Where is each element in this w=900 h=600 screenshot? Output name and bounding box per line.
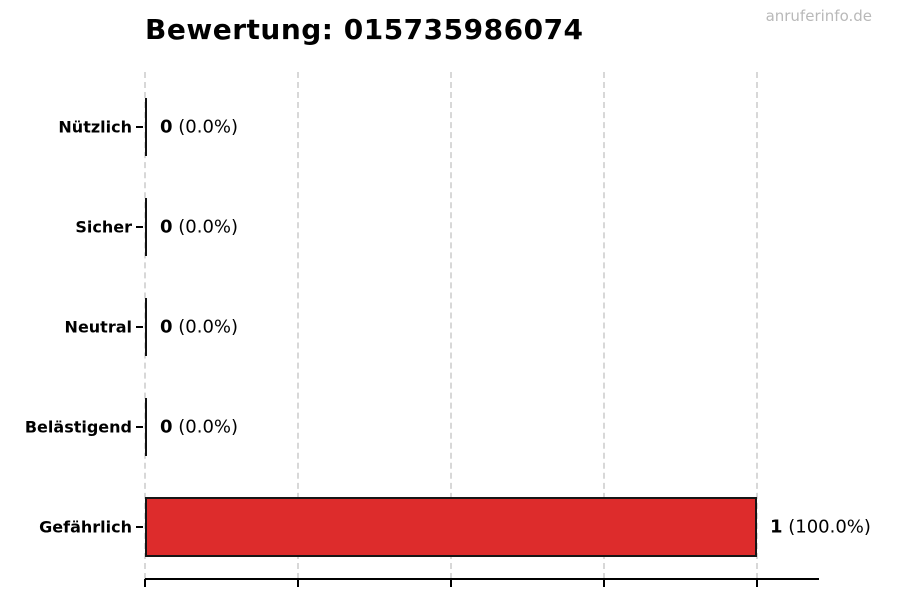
category-label: Sicher bbox=[75, 217, 132, 237]
x-axis-tick bbox=[450, 579, 452, 587]
chart-title: Bewertung: 015735986074 bbox=[145, 13, 584, 46]
gridline bbox=[297, 72, 299, 579]
gridline bbox=[603, 72, 605, 579]
bar-gefaehrlich bbox=[145, 497, 757, 557]
value-label: 1 (100.0%) bbox=[770, 516, 871, 538]
y-axis-tick bbox=[136, 126, 143, 128]
chart-row-belaestigend: Belästigend 0 (0.0%) bbox=[0, 377, 900, 477]
y-axis-tick bbox=[136, 226, 143, 228]
bar-nuetzlich bbox=[145, 98, 147, 156]
bar-sicher bbox=[145, 198, 147, 256]
x-axis-tick bbox=[756, 579, 758, 587]
x-axis-tick bbox=[297, 579, 299, 587]
chart-row-nuetzlich: Nützlich 0 (0.0%) bbox=[0, 77, 900, 177]
x-axis-tick bbox=[603, 579, 605, 587]
value-label: 0 (0.0%) bbox=[160, 416, 239, 438]
value-label: 0 (0.0%) bbox=[160, 216, 239, 238]
category-label: Gefährlich bbox=[39, 517, 132, 537]
bar-neutral bbox=[145, 298, 147, 356]
x-axis-tick bbox=[144, 579, 146, 587]
y-axis-tick bbox=[136, 426, 143, 428]
category-label: Neutral bbox=[64, 317, 132, 337]
watermark-anruferinfo: anruferinfo.de bbox=[765, 7, 872, 25]
category-label: Nützlich bbox=[58, 117, 132, 137]
chart-row-gefaehrlich: Gefährlich 1 (100.0%) bbox=[0, 477, 900, 577]
gridline bbox=[756, 72, 758, 579]
y-axis-tick bbox=[136, 326, 143, 328]
value-label: 0 (0.0%) bbox=[160, 116, 239, 138]
chart-row-sicher: Sicher 0 (0.0%) bbox=[0, 177, 900, 277]
category-label: Belästigend bbox=[24, 417, 132, 437]
bar-belaestigend bbox=[145, 398, 147, 456]
x-axis bbox=[145, 578, 819, 580]
value-label: 0 (0.0%) bbox=[160, 316, 239, 338]
gridline bbox=[450, 72, 452, 579]
y-axis-tick bbox=[136, 526, 143, 528]
chart-row-neutral: Neutral 0 (0.0%) bbox=[0, 277, 900, 377]
